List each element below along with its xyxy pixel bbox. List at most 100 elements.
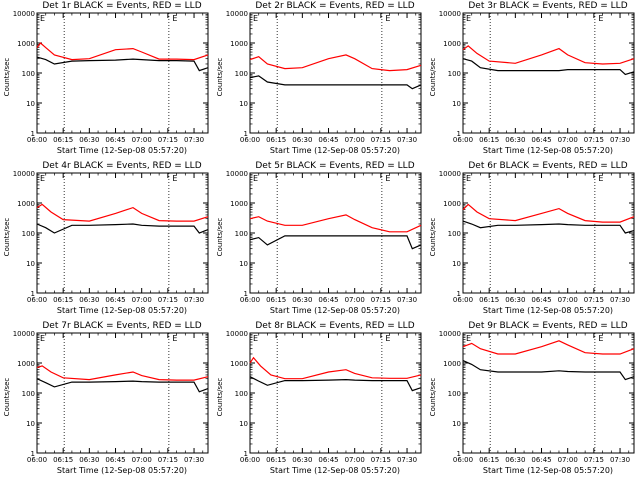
y-tick-label: 1	[457, 450, 461, 458]
event-marker-label: E	[172, 174, 177, 183]
x-tick-label: 07:30	[397, 456, 417, 464]
y-tick-label: 10	[26, 420, 35, 428]
x-tick-label: 06:30	[292, 456, 312, 464]
x-axis-label: Start Time (12-Sep-08 05:57:20)	[482, 146, 614, 155]
x-tick-label: 06:15	[479, 296, 499, 304]
x-axis-label: Start Time (12-Sep-08 05:57:20)	[269, 146, 401, 155]
x-axis-label: Start Time (12-Sep-08 05:57:20)	[269, 306, 401, 315]
x-tick-label: 06:45	[318, 136, 338, 144]
y-tick-label: 10000	[439, 330, 461, 338]
plot-frame	[462, 172, 635, 294]
x-tick-label: 07:00	[558, 456, 578, 464]
x-tick-label: 06:30	[505, 136, 525, 144]
series-line-lld	[36, 365, 209, 381]
x-tick-label: 07:00	[132, 296, 152, 304]
event-marker-label: E	[253, 334, 258, 343]
y-tick-label: 1000	[17, 360, 35, 368]
y-tick-label: 100	[235, 70, 248, 78]
y-tick-label: 10000	[439, 170, 461, 178]
y-tick-label: 10000	[439, 10, 461, 18]
x-tick-label: 07:00	[345, 136, 365, 144]
x-tick-label: 07:00	[345, 296, 365, 304]
series-line-events	[36, 223, 209, 234]
series-line-lld	[462, 45, 635, 65]
x-tick-label: 06:00	[240, 456, 260, 464]
event-marker-label: E	[172, 14, 177, 23]
event-marker-label: E	[598, 174, 603, 183]
y-tick-label: 1000	[443, 40, 461, 48]
x-tick-label: 06:45	[531, 456, 551, 464]
x-tick-label: 06:00	[453, 136, 473, 144]
y-tick-label: 100	[235, 390, 248, 398]
x-tick-label: 06:45	[105, 456, 125, 464]
plot-frame	[36, 332, 209, 454]
x-tick-label: 06:30	[292, 136, 312, 144]
event-marker-label: E	[466, 14, 471, 23]
plot-frame	[249, 332, 422, 454]
y-tick-label: 10000	[13, 10, 35, 18]
plot-frame	[36, 12, 209, 134]
event-marker-label: E	[598, 14, 603, 23]
series-line-events	[36, 56, 209, 72]
x-tick-label: 07:00	[558, 136, 578, 144]
x-tick-label: 07:15	[158, 456, 178, 464]
y-tick-label: 1	[31, 130, 35, 138]
x-tick-label: 06:45	[318, 456, 338, 464]
y-tick-label: 10	[239, 420, 248, 428]
x-tick-label: 07:30	[610, 296, 630, 304]
x-tick-label: 07:30	[610, 136, 630, 144]
x-tick-label: 06:45	[105, 136, 125, 144]
plot-area: 1 10 100 1000 10000 06:00 06:15 06:30 06:45 07:00…	[439, 330, 635, 464]
event-marker-label: E	[253, 174, 258, 183]
series-line-lld	[249, 214, 422, 233]
y-tick-label: 100	[22, 230, 35, 238]
x-tick-label: 07:30	[610, 456, 630, 464]
y-tick-label: 1000	[230, 200, 248, 208]
detector-panel: Det 3r BLACK = Events, RED = LLD Start Ti…	[426, 0, 639, 160]
y-tick-label: 10000	[226, 10, 248, 18]
detector-panel: Det 2r BLACK = Events, RED = LLD Start Ti…	[213, 0, 426, 160]
event-marker-label: E	[385, 14, 390, 23]
y-tick-label: 100	[22, 390, 35, 398]
y-tick-label: 10000	[226, 170, 248, 178]
x-tick-label: 06:15	[266, 456, 286, 464]
y-tick-label: 10000	[226, 330, 248, 338]
series-line-events	[462, 220, 635, 234]
x-tick-label: 07:00	[132, 456, 152, 464]
y-tick-label: 1	[244, 130, 248, 138]
panel-title: Det 3r BLACK = Events, RED = LLD	[468, 1, 628, 11]
x-tick-label: 07:15	[371, 136, 391, 144]
x-tick-label: 07:30	[184, 296, 204, 304]
detector-panel: Det 7r BLACK = Events, RED = LLD Start Ti…	[0, 320, 213, 480]
x-tick-label: 06:00	[27, 136, 47, 144]
series-line-events	[249, 376, 422, 392]
x-tick-label: 07:00	[558, 296, 578, 304]
event-marker-label: E	[253, 14, 258, 23]
event-marker-label: E	[385, 334, 390, 343]
series-line-lld	[36, 203, 209, 222]
x-tick-label: 06:30	[505, 456, 525, 464]
x-tick-label: 06:15	[479, 136, 499, 144]
x-tick-label: 06:15	[53, 456, 73, 464]
y-tick-label: 1	[457, 290, 461, 298]
x-tick-label: 06:00	[453, 456, 473, 464]
series-line-events	[462, 58, 635, 76]
x-tick-label: 07:15	[158, 136, 178, 144]
x-axis-label: Start Time (12-Sep-08 05:57:20)	[56, 466, 188, 475]
event-marker-label: E	[466, 334, 471, 343]
event-marker-label: E	[385, 174, 390, 183]
x-tick-label: 06:30	[292, 296, 312, 304]
detector-panel: Det 1r BLACK = Events, RED = LLD Start Ti…	[0, 0, 213, 160]
x-tick-label: 07:15	[584, 296, 604, 304]
x-tick-label: 07:15	[584, 136, 604, 144]
panel-title: Det 9r BLACK = Events, RED = LLD	[468, 321, 628, 331]
x-tick-label: 06:45	[318, 296, 338, 304]
x-tick-label: 06:15	[53, 136, 73, 144]
y-tick-label: 10	[26, 260, 35, 268]
x-tick-label: 06:45	[531, 136, 551, 144]
y-tick-label: 10	[452, 100, 461, 108]
y-tick-label: 1000	[230, 40, 248, 48]
x-tick-label: 06:00	[27, 296, 47, 304]
series-line-lld	[249, 356, 422, 380]
